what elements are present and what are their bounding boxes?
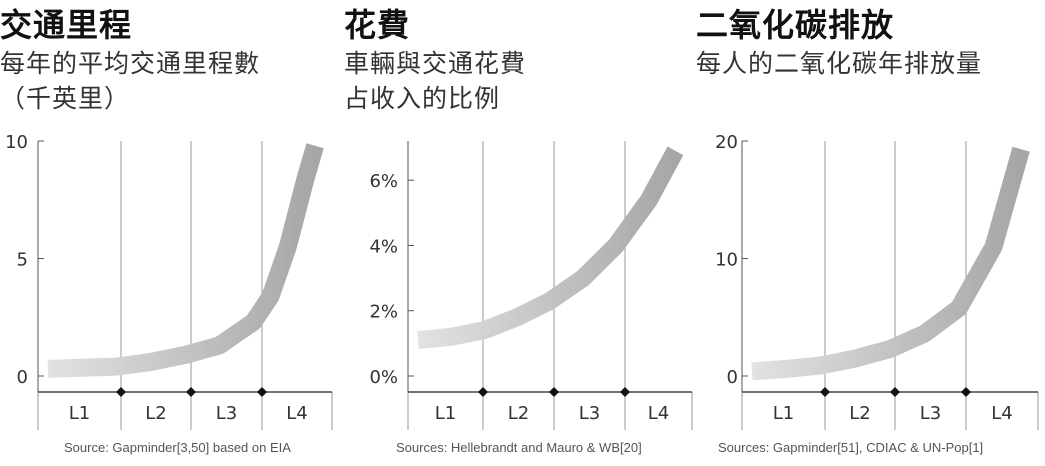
chart-panel-travel: 交通里程 每年的平均交通里程數 （千英里） 0 5 10 L1 L2 L3 L4 Sourc… xyxy=(0,0,340,466)
chart-panel-expense: 花費 車輛與交通花費 占收入的比例 0% 2% 4% 6% L1 L2 L3 L4 Sourc… xyxy=(340,0,700,466)
y-tick-label: 10 xyxy=(715,250,738,271)
data-series-band xyxy=(751,146,1030,381)
x-category-label: L4 xyxy=(648,403,669,424)
chart-title: 二氧化碳排放 xyxy=(696,6,895,44)
y-tick-label: 5 xyxy=(17,250,28,271)
level-marker xyxy=(620,387,630,397)
chart-subtitle-line: 占收入的比例 xyxy=(344,84,501,113)
x-category-label: L3 xyxy=(920,403,941,424)
chart-plot: 0 10 20 L1 L2 L3 L4 xyxy=(715,132,1039,430)
x-category-label: L4 xyxy=(991,403,1012,424)
level-marker xyxy=(478,387,488,397)
y-tick-label: 20 xyxy=(715,132,738,153)
chart-subtitle: 每年的平均交通里程數 （千英里） xyxy=(0,46,260,116)
level-marker xyxy=(257,387,267,397)
y-tick-label: 0 xyxy=(17,367,28,388)
x-category-label: L1 xyxy=(773,403,794,424)
x-category-label: L1 xyxy=(435,403,456,424)
chart-subtitle-line: 每年的平均交通里程數 xyxy=(0,49,261,78)
y-tick-label: 0% xyxy=(369,367,398,388)
chart-subtitle-line: 每人的二氧化碳年排放量 xyxy=(696,49,983,78)
chart-source: Sources: Hellebrandt and Mauro & WB[20] xyxy=(396,440,642,455)
chart-subtitle-line: （千英里） xyxy=(0,84,131,113)
chart-subtitle: 車輛與交通花費 占收入的比例 xyxy=(344,46,526,116)
chart-plot: 0 5 10 L1 L2 L3 L4 xyxy=(5,132,333,430)
x-category-label: L1 xyxy=(69,403,90,424)
level-marker xyxy=(961,387,971,397)
level-marker xyxy=(186,387,196,397)
y-tick-label: 0 xyxy=(727,367,738,388)
chart-title: 交通里程 xyxy=(0,6,133,44)
chart-subtitle-line: 車輛與交通花費 xyxy=(344,49,527,78)
data-series-band xyxy=(47,143,324,378)
chart-source: Sources: Gapminder[51], CDIAC & UN-Pop[1… xyxy=(718,440,984,455)
y-tick-label: 10 xyxy=(5,132,28,153)
y-tick-label: 6% xyxy=(369,171,398,192)
y-tick-label: 4% xyxy=(369,236,398,257)
x-category-label: L2 xyxy=(508,403,529,424)
x-category-label: L2 xyxy=(145,403,166,424)
x-category-label: L4 xyxy=(286,403,307,424)
chart-source: Source: Gapminder[3,50] based on EIA xyxy=(64,440,291,455)
x-category-label: L3 xyxy=(579,403,600,424)
chart-subtitle: 每人的二氧化碳年排放量 xyxy=(696,46,982,81)
y-tick-label: 2% xyxy=(369,302,398,323)
data-series-band xyxy=(417,146,684,350)
level-marker xyxy=(820,387,830,397)
x-category-label: L2 xyxy=(849,403,870,424)
chart-panel-co2: 二氧化碳排放 每人的二氧化碳年排放量 0 10 20 L1 L2 L3 L4 Sources… xyxy=(696,0,1045,466)
chart-plot: 0% 2% 4% 6% L1 L2 L3 L4 xyxy=(369,141,693,430)
level-marker xyxy=(116,387,126,397)
level-marker xyxy=(890,387,900,397)
chart-title: 花費 xyxy=(344,6,411,44)
level-marker xyxy=(549,387,559,397)
x-category-label: L3 xyxy=(216,403,237,424)
